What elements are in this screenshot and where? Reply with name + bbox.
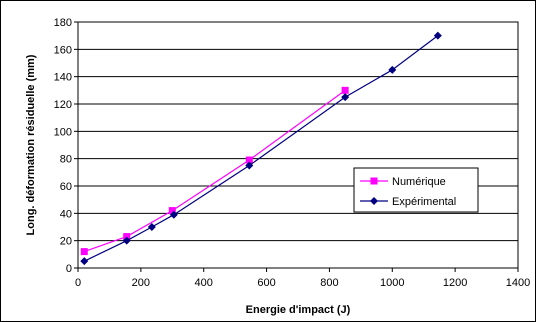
series-layer [80,31,442,266]
data-point-numerique [245,156,253,164]
data-point-experimental [169,210,178,219]
legend-label-numerique: Numérique [392,176,446,188]
data-point-experimental [147,223,156,231]
x-axis-ticks: 0 200 400 600 800 1000 1200 1400 [75,268,530,289]
legend: Numérique Expérimental [353,167,479,213]
data-point-numerique [341,86,349,94]
data-point-numerique [80,248,88,256]
data-point-numerique [123,233,131,241]
data-point-experimental [388,65,397,74]
legend-marker-experimental [370,197,378,205]
data-point-experimental [433,31,442,40]
y-axis-title: Long. déformation résiduelle (mm) [25,54,37,235]
legend-marker-numerique [370,177,378,185]
y-tick-label: 40 [60,208,72,220]
x-tick-label: 1000 [380,277,404,289]
x-axis-title: Energie d'impact (J) [246,304,351,316]
data-point-experimental [122,236,131,245]
x-tick-label: 1400 [506,277,530,289]
y-tick-label: 120 [54,99,72,111]
legend-box [353,167,479,213]
y-tick-label: 0 [66,263,72,275]
y-tick-label: 180 [54,17,72,29]
y-tick-label: 100 [54,126,72,138]
series-experimental [80,31,442,266]
y-tick-label: 80 [60,154,72,166]
y-axis-ticks: 0 20 40 60 80 100 120 140 160 180 [54,17,78,275]
data-point-experimental [245,161,254,170]
y-tick-label: 160 [54,44,72,56]
x-tick-label: 0 [75,277,81,289]
y-tick-label: 20 [60,236,72,248]
y-tick-label: 60 [60,181,72,193]
x-tick-label: 200 [132,277,150,289]
data-point-experimental [341,93,350,102]
legend-label-experimental: Expérimental [392,196,456,208]
x-tick-label: 800 [320,277,338,289]
x-tick-label: 400 [195,277,213,289]
x-tick-label: 600 [257,277,275,289]
y-tick-label: 140 [54,72,72,84]
data-point-numerique [168,207,176,215]
series-numerique [80,86,349,256]
series-line-experimental [84,35,439,262]
data-point-experimental [80,257,89,266]
x-tick-label: 1200 [443,277,467,289]
